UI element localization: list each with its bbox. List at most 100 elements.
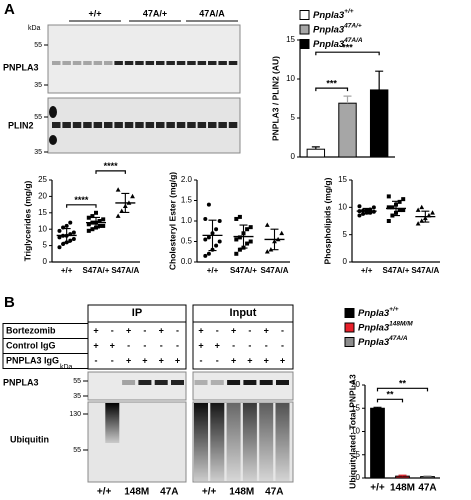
condition-sign: -	[216, 355, 219, 365]
legend-name: Pnpla3	[313, 24, 345, 35]
point	[90, 214, 95, 219]
band	[176, 61, 186, 65]
sd-bar	[62, 227, 71, 243]
lane-group-label: 148M	[229, 487, 254, 498]
point	[90, 227, 95, 232]
band	[156, 122, 165, 128]
legend-name: Pnpla3	[313, 10, 345, 21]
condition-sign: +	[215, 340, 220, 350]
band	[145, 61, 155, 65]
condition-sign: -	[143, 325, 146, 335]
y-tick-label: 5	[291, 113, 296, 122]
legend-swatch	[299, 39, 310, 49]
point	[217, 239, 222, 244]
blot	[87, 401, 187, 483]
condition-sign: -	[232, 340, 235, 350]
smear	[210, 403, 225, 481]
smear	[275, 403, 290, 481]
point	[206, 235, 211, 240]
condition-sign: +	[280, 355, 285, 365]
panel-label: B	[4, 294, 15, 311]
condition-sign: +	[142, 355, 147, 365]
point	[97, 219, 102, 223]
condition-sign: +	[93, 325, 98, 335]
y-tick-label: 5	[356, 450, 361, 459]
point	[94, 210, 98, 215]
point	[237, 214, 242, 219]
blot	[47, 24, 241, 94]
condition-sign: -	[200, 355, 203, 365]
y-tick-label: 15	[338, 175, 347, 184]
point	[386, 205, 391, 210]
condition-sign: +	[231, 355, 236, 365]
band	[83, 61, 92, 65]
kda-marker: 55	[34, 114, 42, 121]
condition-sign: +	[264, 325, 269, 335]
point	[101, 223, 106, 228]
point	[64, 223, 69, 228]
significance-label: ***	[342, 43, 353, 53]
panel-label: A	[4, 1, 15, 18]
point	[203, 253, 208, 258]
condition-sign: +	[264, 355, 269, 365]
band	[187, 61, 196, 65]
significance-label: ***	[326, 79, 337, 89]
y-tick-label: 15	[286, 35, 295, 44]
point	[386, 219, 391, 223]
condition-sign: +	[126, 355, 131, 365]
condition-sign: +	[198, 325, 203, 335]
x-tick-label: +/+	[207, 266, 219, 275]
x-tick-label: +/+	[370, 483, 385, 494]
point	[57, 245, 62, 250]
y-tick-label: 1.5	[181, 196, 193, 205]
error-bar	[343, 95, 352, 104]
band	[135, 122, 144, 128]
condition-sign: -	[176, 325, 179, 335]
section-box	[192, 304, 294, 370]
y-tick-label: 0	[356, 473, 361, 482]
kda-marker: 55	[73, 447, 81, 454]
legend-name: Pnpla3	[358, 322, 390, 333]
kda-marker: 130	[69, 411, 81, 418]
point	[237, 247, 242, 252]
y-axis-label: Triglycerides (mg/g)	[22, 180, 32, 261]
significance-label: ****	[104, 161, 119, 171]
lane-group-label: +/+	[88, 8, 101, 18]
condition-label: PNPLA3 IgG	[6, 355, 59, 365]
kda-marker: 35	[73, 393, 81, 400]
x-tick-label: S47A/+	[383, 266, 410, 275]
point	[203, 216, 208, 221]
x-tick-label: S47A/+	[230, 266, 257, 275]
bar	[420, 476, 435, 479]
bar	[370, 407, 385, 479]
condition-cell	[2, 353, 89, 369]
condition-sign: -	[281, 340, 284, 350]
significance-label: **	[399, 379, 407, 389]
y-tick-label: 2.0	[181, 175, 193, 184]
point	[203, 237, 208, 242]
legend-swatch	[344, 322, 355, 333]
error-bar	[398, 474, 407, 477]
y-tick-label: 5	[43, 241, 48, 250]
point	[401, 208, 406, 213]
significance-label: **	[386, 390, 394, 400]
legend-genotype: 47A/A	[388, 335, 408, 342]
band	[171, 380, 184, 385]
bar	[306, 148, 326, 158]
band	[276, 380, 289, 385]
band	[72, 61, 82, 65]
point	[68, 220, 73, 225]
x-tick-label: +/+	[61, 266, 73, 275]
y-tick-label: 0	[291, 152, 296, 161]
legend-swatch	[344, 308, 355, 318]
x-tick-label: 148M	[390, 483, 415, 494]
point	[214, 227, 219, 232]
lane-group-label: 47A	[265, 487, 283, 498]
point	[397, 208, 402, 213]
significance-bracket	[376, 387, 429, 392]
condition-label: Bortezomib	[6, 325, 56, 335]
condition-sign: +	[110, 340, 115, 350]
x-tick-label: S47A/A	[411, 266, 439, 275]
sd-bar	[208, 219, 217, 252]
